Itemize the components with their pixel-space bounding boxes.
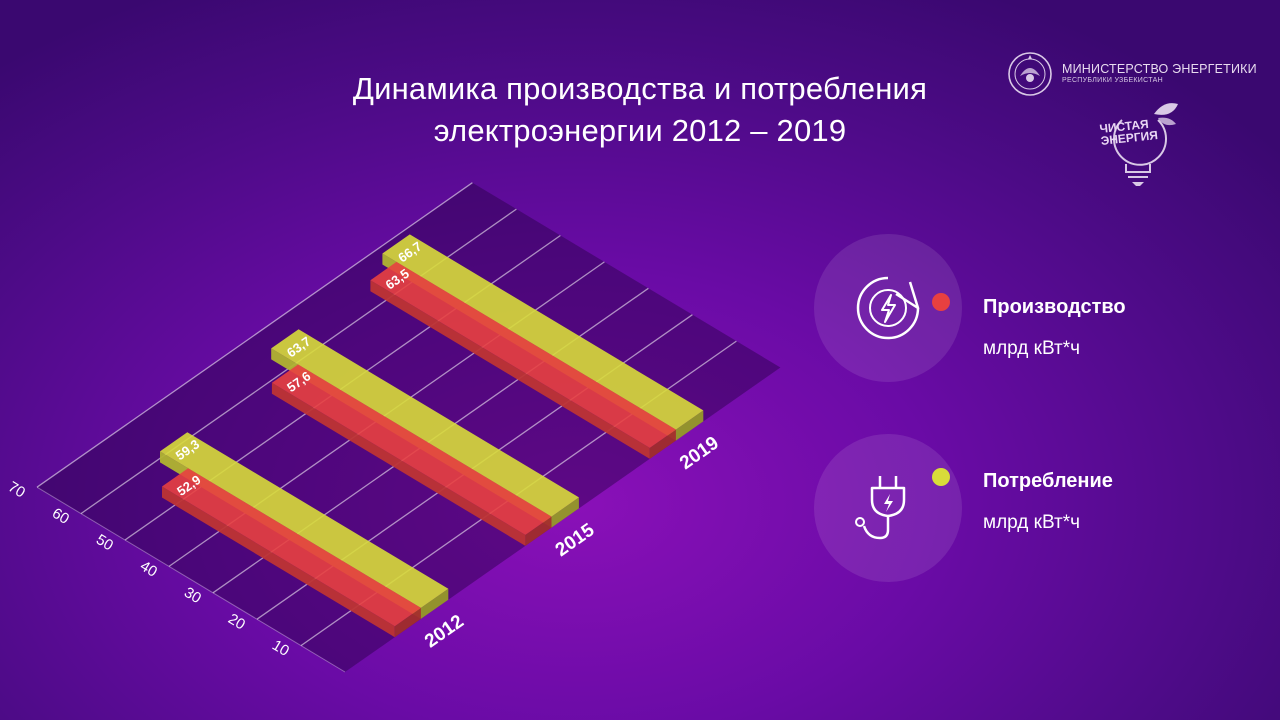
bar-side-face bbox=[271, 382, 526, 546]
bar-top-face bbox=[271, 364, 552, 535]
y-tick-label: 20 bbox=[225, 610, 248, 633]
bar-end-face bbox=[675, 410, 704, 441]
bar-production bbox=[162, 468, 421, 638]
chart-base-edge bbox=[36, 486, 346, 673]
bar-top-face bbox=[370, 261, 676, 448]
bar-top-face bbox=[160, 432, 449, 608]
bar-end-face bbox=[420, 588, 449, 619]
bar-production bbox=[271, 364, 552, 546]
bar-top-face bbox=[382, 234, 704, 430]
plug-icon bbox=[855, 476, 906, 540]
y-tick-label: 30 bbox=[181, 584, 204, 607]
lightbulb-icon bbox=[1113, 103, 1178, 186]
bar-end-face bbox=[525, 516, 552, 546]
category-label: 2012 bbox=[421, 611, 468, 652]
bar-production bbox=[370, 261, 676, 459]
legend-dot-production bbox=[932, 293, 950, 311]
legend-label-consumption: Потребление bbox=[983, 470, 1113, 492]
y-tick-label: 60 bbox=[49, 505, 72, 528]
ministry-logo: МИНИСТЕРСТВО ЭНЕРГЕТИКИ РЕСПУБЛИКИ УЗБЕК… bbox=[1006, 50, 1257, 102]
title-line-1: Динамика производства и потребления bbox=[352, 71, 928, 106]
legend-label-production: Производство bbox=[983, 296, 1126, 318]
gridline bbox=[36, 182, 473, 488]
y-tick-label: 40 bbox=[137, 558, 160, 581]
bar-end-face bbox=[649, 429, 676, 459]
state-emblem-icon bbox=[1008, 52, 1052, 96]
bar-end-face bbox=[394, 607, 421, 638]
ministry-name: МИНИСТЕРСТВО ЭНЕРГЕТИКИ bbox=[1062, 62, 1257, 76]
legend-dot-consumption bbox=[932, 468, 950, 486]
legend-unit-consumption: млрд кВт*ч bbox=[983, 512, 1080, 533]
y-tick-label: 50 bbox=[93, 531, 116, 554]
category-label: 2015 bbox=[552, 519, 599, 561]
bar-end-face bbox=[551, 497, 579, 528]
y-tick-label: 10 bbox=[269, 637, 292, 660]
legend-unit-production: млрд кВт*ч bbox=[983, 338, 1080, 359]
category-label: 2019 bbox=[676, 433, 723, 474]
energy-cycle-icon bbox=[856, 276, 920, 340]
title-line-2: электроэнергии 2012 – 2019 bbox=[433, 113, 847, 148]
chart-title: Динамика производства и потребления элек… bbox=[0, 68, 1280, 152]
bar-top-face bbox=[271, 329, 579, 517]
bar-top-face bbox=[162, 468, 421, 627]
y-tick-label: 70 bbox=[5, 478, 28, 501]
bar-side-face bbox=[370, 280, 650, 459]
bar-side-face bbox=[162, 486, 395, 638]
legend-icon-circle-consumption bbox=[814, 434, 962, 582]
ministry-subtitle: РЕСПУБЛИКИ УЗБЕКИСТАН bbox=[1062, 77, 1163, 84]
